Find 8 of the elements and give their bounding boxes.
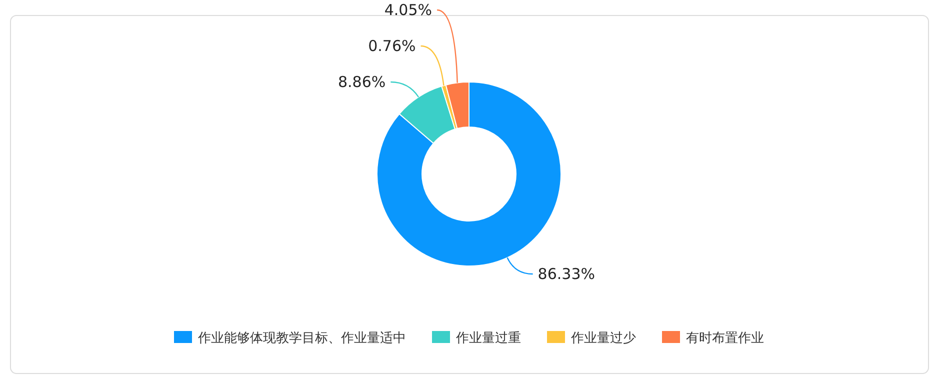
legend-label: 作业能够体现教学目标、作业量适中	[197, 331, 406, 346]
legend-label: 作业量过少	[570, 331, 636, 346]
data-label: 8.86%	[338, 73, 386, 92]
legend-label: 作业量过重	[455, 331, 521, 346]
data-label: 86.33%	[538, 265, 596, 284]
data-label: 4.05%	[384, 1, 432, 20]
data-label: 0.76%	[368, 37, 416, 56]
legend-label: 有时布置作业	[686, 331, 764, 346]
